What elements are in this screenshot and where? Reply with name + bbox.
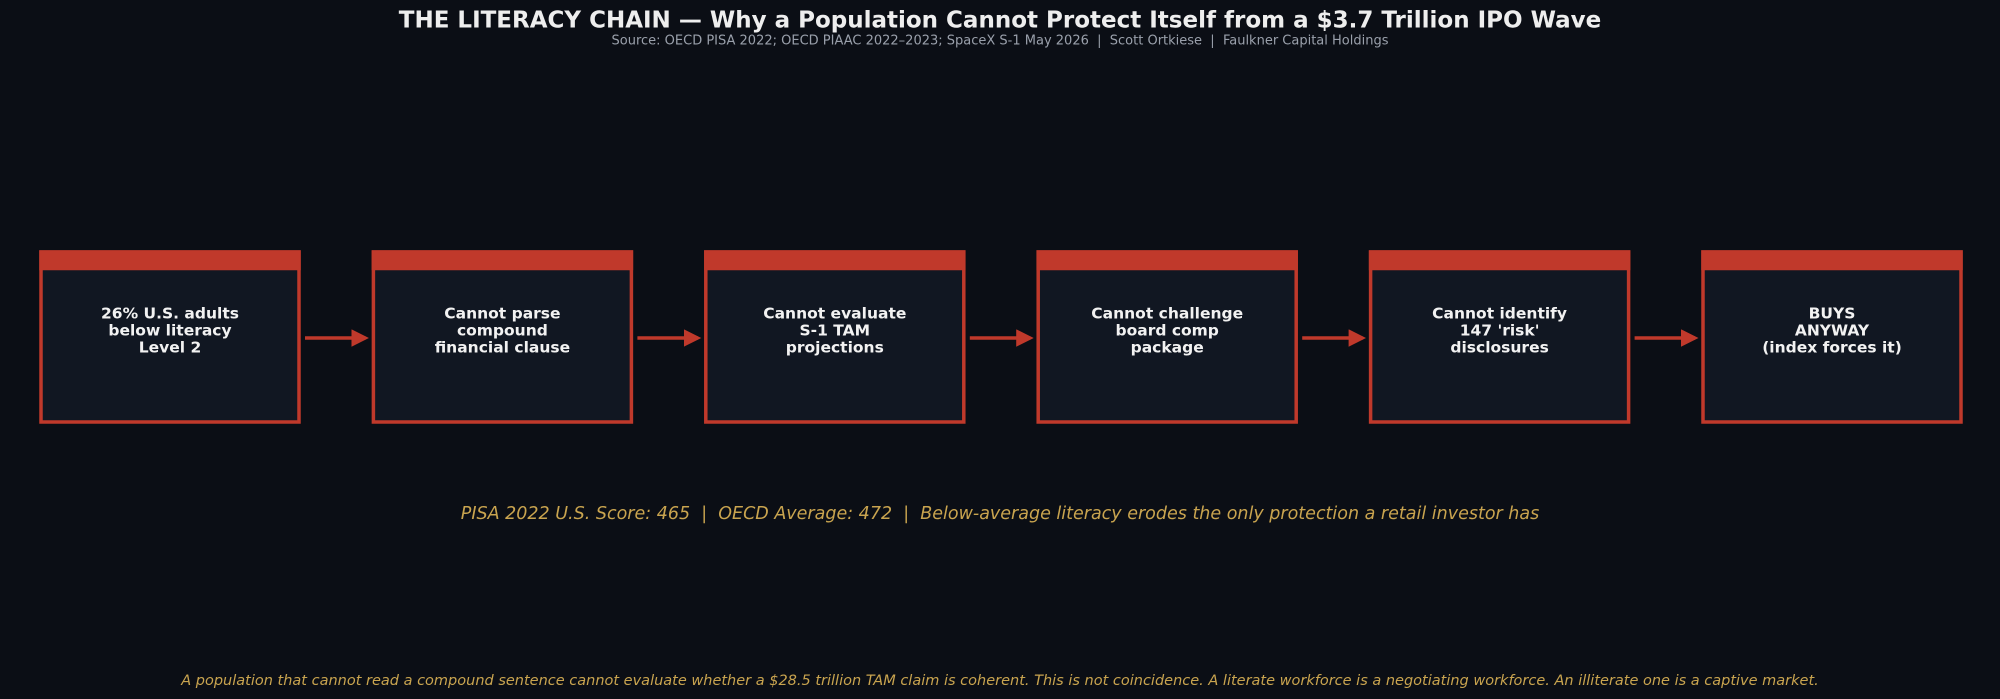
node-label: package: [1131, 339, 1204, 357]
node-header: [1368, 250, 1631, 271]
node-label: Cannot challenge: [1091, 305, 1243, 323]
node-label: financial clause: [435, 339, 570, 357]
node-box: [371, 250, 634, 424]
node-header: [704, 250, 966, 271]
node-header: [39, 250, 301, 271]
node-label: Cannot identify: [1432, 305, 1567, 323]
title: THE LITERACY CHAIN — Why a Population Ca…: [399, 8, 1602, 34]
node-label: S-1 TAM: [800, 322, 871, 340]
node-box: [1036, 250, 1298, 424]
node-label: Level 2: [139, 339, 202, 357]
node-box: [1368, 250, 1631, 424]
node-label: ANYWAY: [1795, 322, 1870, 340]
node-header: [1701, 250, 1963, 271]
node-header: [371, 250, 634, 271]
subtitle: Source: OECD PISA 2022; OECD PIAAC 2022–…: [612, 34, 1389, 49]
node-label: board comp: [1115, 322, 1218, 340]
node-label: projections: [786, 339, 884, 357]
node-header: [1036, 250, 1298, 271]
node-label: below literacy: [108, 322, 231, 340]
node-box: [39, 250, 301, 424]
node-label: Cannot parse: [444, 305, 560, 323]
note: PISA 2022 U.S. Score: 465 | OECD Average…: [461, 504, 1539, 524]
node-label: (index forces it): [1762, 339, 1902, 357]
node-label: disclosures: [1450, 339, 1548, 357]
node-label: Cannot evaluate: [763, 305, 906, 323]
node-label: 26% U.S. adults: [101, 305, 239, 323]
node-box: [1701, 250, 1963, 424]
caption: A population that cannot read a compound…: [180, 673, 1819, 689]
node-box: [704, 250, 966, 424]
node-label: 147 'risk': [1460, 322, 1540, 340]
node-label: compound: [457, 322, 548, 340]
node-label: BUYS: [1809, 305, 1856, 323]
